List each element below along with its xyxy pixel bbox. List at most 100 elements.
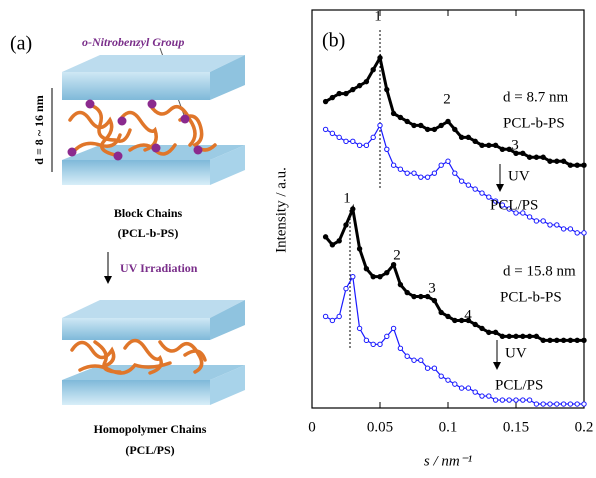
data-point: [363, 142, 370, 149]
data-point: [533, 333, 540, 340]
x-tick-label: 0.05: [367, 419, 393, 435]
data-point: [506, 333, 512, 340]
data-point: [438, 122, 444, 129]
annotation: 3: [428, 280, 436, 296]
x-tick-label: 0.2: [575, 419, 594, 435]
group-label: o-Nitrobenzyl Group: [82, 35, 184, 49]
annotation: d = 15.8 nm: [503, 263, 576, 279]
data-point: [356, 246, 363, 252]
data-point: [438, 162, 444, 168]
data-point: [404, 353, 410, 359]
data-point: [540, 401, 546, 407]
data-point: [411, 357, 417, 363]
data-point: [492, 142, 499, 149]
data-point: [390, 162, 397, 168]
data-point: [560, 401, 567, 407]
annotation: PCL-b-PS: [503, 115, 565, 131]
data-point: [452, 317, 458, 324]
data-point: [506, 397, 512, 403]
data-point: [322, 126, 329, 133]
data-point: [486, 142, 492, 149]
data-point: [513, 210, 519, 216]
data-point: [438, 309, 444, 316]
annotation: PCL-b-PS: [500, 289, 562, 305]
panel-label: (a): [10, 33, 32, 55]
data-point: [397, 114, 404, 121]
data-point: [574, 337, 580, 344]
data-point: [479, 142, 485, 149]
data-point: [445, 158, 451, 164]
data-point: [465, 317, 472, 324]
data-point: [492, 329, 499, 336]
data-point: [547, 337, 553, 344]
thickness-label: d = 8 ~ 16 nm: [32, 95, 46, 164]
data-point: [350, 86, 356, 93]
data-point: [499, 202, 506, 208]
data-point: [356, 82, 363, 89]
annotation: 2: [443, 91, 451, 107]
data-point: [377, 273, 383, 280]
data-point: [567, 162, 574, 168]
data-point: [540, 337, 546, 344]
data-point: [431, 170, 438, 176]
caption: (PCL-b-PS): [118, 226, 179, 240]
data-point: [533, 154, 540, 160]
data-point: [322, 98, 329, 105]
data-point: [411, 122, 417, 129]
data-point: [390, 262, 397, 268]
data-point: [431, 297, 438, 304]
data-point: [445, 377, 451, 383]
data-point: [458, 317, 465, 324]
data-point: [554, 337, 560, 344]
annotation: 1: [343, 190, 351, 206]
data-point: [377, 122, 383, 129]
annotation: 4: [464, 307, 472, 323]
data-point: [560, 226, 567, 232]
data-point: [390, 110, 397, 117]
data-point: [329, 317, 336, 324]
lamella-block: [62, 55, 245, 185]
data-point: [581, 230, 587, 236]
data-point: [343, 285, 349, 292]
data-point: [506, 146, 512, 153]
data-point: [458, 134, 465, 141]
annotation: UV: [508, 168, 530, 184]
data-point: [336, 313, 342, 320]
data-point: [472, 389, 478, 395]
lamella-block: [62, 300, 245, 405]
arrow-label: UV Irradiation: [120, 261, 198, 275]
annotation: d = 8.7 nm: [503, 89, 568, 105]
data-point: [431, 126, 438, 133]
data-point: [479, 190, 485, 196]
data-point: [458, 178, 465, 184]
data-point: [424, 365, 431, 371]
data-point: [363, 337, 370, 344]
data-point: [390, 325, 397, 332]
y-axis-label: Intensity / a.u.: [273, 167, 289, 253]
data-point: [411, 170, 417, 176]
data-point: [520, 150, 526, 156]
data-point: [513, 397, 519, 403]
data-point: [452, 381, 458, 387]
data-point: [486, 329, 492, 336]
data-point: [540, 154, 546, 160]
data-point: [322, 313, 329, 320]
arrow-head: [496, 184, 504, 192]
data-point: [526, 333, 533, 340]
data-point: [336, 238, 342, 244]
data-point: [492, 397, 499, 403]
arrow-head: [104, 276, 112, 284]
data-point: [438, 373, 444, 379]
data-point: [554, 401, 560, 407]
data-point: [458, 385, 465, 391]
data-point: [424, 126, 431, 133]
data-point: [343, 222, 349, 228]
x-tick-label: 0.1: [439, 419, 458, 435]
data-point: [560, 158, 567, 164]
data-point: [479, 393, 485, 399]
data-point: [486, 393, 492, 399]
data-point: [513, 333, 519, 340]
data-point: [560, 337, 567, 344]
data-point: [499, 146, 506, 153]
data-point: [384, 146, 390, 153]
